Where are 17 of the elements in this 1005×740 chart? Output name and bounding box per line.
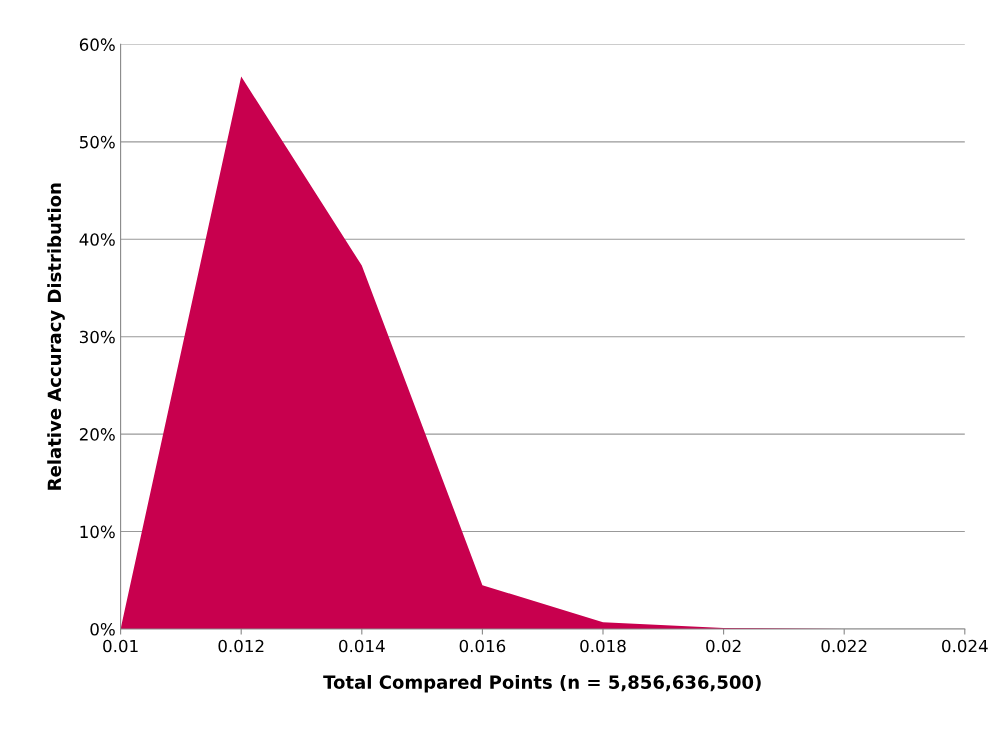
y-tick-label: 40% bbox=[79, 233, 115, 246]
x-tick-label: 0.012 bbox=[218, 639, 264, 653]
x-tick-label: 0.018 bbox=[580, 639, 626, 653]
y-tick-label: 10% bbox=[80, 525, 115, 539]
x-tick-label: 0.016 bbox=[459, 639, 506, 653]
y-tick-label: 30% bbox=[79, 330, 115, 344]
x-tick-label: 0.014 bbox=[339, 639, 385, 653]
x-tick-label: 0.024 bbox=[942, 639, 988, 653]
x-tick-label: 0.02 bbox=[706, 639, 741, 653]
x-axis-title: Total Compared Points (n = 5,856,636,500) bbox=[323, 674, 761, 693]
x-tick-label: 0.01 bbox=[103, 639, 138, 653]
y-tick-label: 20% bbox=[79, 428, 115, 441]
y-tick-label: 0% bbox=[90, 622, 115, 636]
x-tick-label: 0.022 bbox=[821, 639, 867, 653]
y-tick-label: 60% bbox=[79, 38, 115, 51]
y-axis-title: Relative Accuracy Distribution bbox=[47, 183, 65, 490]
y-tick-label: 50% bbox=[79, 135, 115, 149]
